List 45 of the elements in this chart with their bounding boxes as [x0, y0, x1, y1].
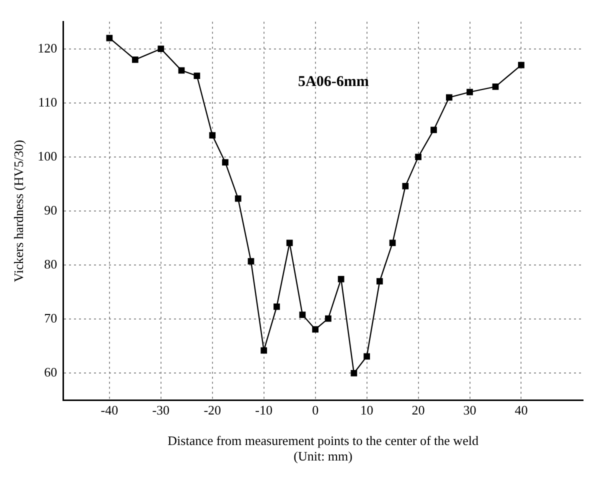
- x-tick-label: 10: [360, 402, 374, 418]
- x-tick-label: 40: [514, 402, 528, 418]
- point: [299, 312, 306, 318]
- point: [402, 182, 409, 190]
- y-axis-title: Vickers hardness (HV5/30): [11, 140, 26, 282]
- y-tick-label: 90: [44, 202, 58, 218]
- point: [106, 34, 113, 42]
- point: [234, 195, 242, 202]
- y-tick-label: 70: [44, 310, 58, 326]
- point: [222, 159, 228, 166]
- point: [312, 326, 319, 333]
- x-tick-label: 30: [463, 402, 476, 418]
- point: [364, 353, 370, 360]
- point: [466, 88, 473, 96]
- point: [209, 132, 216, 138]
- point: [194, 72, 200, 80]
- point: [132, 56, 138, 63]
- point: [274, 304, 280, 310]
- x-tick-label: -30: [152, 402, 170, 418]
- point: [158, 46, 164, 52]
- annotation: 5A06-6mm: [298, 74, 370, 90]
- x-axis-title: Distance from measurement points to the center of the weld (Unit: mm): [168, 433, 479, 464]
- point: [518, 62, 524, 68]
- x-tick-label: 20: [412, 402, 425, 418]
- x-tick-label: -20: [204, 402, 222, 418]
- point: [492, 83, 499, 90]
- point: [338, 276, 344, 282]
- y-tick-label: 60: [44, 364, 58, 380]
- x-tick-label: -10: [255, 402, 273, 418]
- point: [430, 126, 437, 134]
- point: [325, 315, 332, 322]
- point: [286, 240, 293, 246]
- point: [248, 258, 254, 264]
- y-tick-label: 110: [38, 94, 58, 110]
- point: [260, 347, 268, 354]
- y-tick-label: 120: [38, 40, 58, 56]
- x-tick-label: -40: [100, 402, 118, 418]
- y-tick-label: 100: [38, 148, 58, 164]
- point: [389, 240, 396, 246]
- point: [415, 154, 422, 160]
- point: [350, 370, 358, 376]
- x-tick-label: 0: [312, 402, 319, 418]
- point: [446, 94, 452, 101]
- y-tick-label: 80: [44, 256, 58, 272]
- point: [376, 278, 383, 284]
